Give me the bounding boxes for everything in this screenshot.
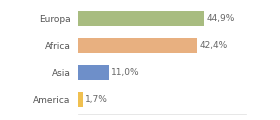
Text: 44,9%: 44,9%	[206, 14, 235, 23]
Bar	[78, 38, 197, 53]
Text: 11,0%: 11,0%	[111, 68, 140, 77]
Bar	[78, 92, 83, 107]
Bar	[78, 65, 109, 80]
Bar	[78, 11, 204, 26]
Text: 1,7%: 1,7%	[85, 95, 108, 104]
Text: 42,4%: 42,4%	[199, 41, 228, 50]
